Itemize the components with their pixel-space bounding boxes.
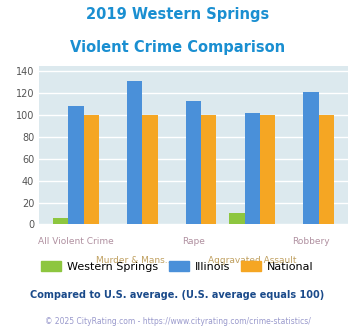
Text: Robbery: Robbery: [292, 237, 330, 246]
Bar: [186, 101, 201, 224]
Bar: [229, 214, 245, 224]
Bar: [142, 115, 158, 224]
Text: All Violent Crime: All Violent Crime: [38, 237, 114, 246]
Bar: [318, 115, 334, 224]
Bar: [303, 92, 318, 224]
Bar: [69, 106, 84, 224]
Bar: [260, 115, 275, 224]
Text: Murder & Mans...: Murder & Mans...: [96, 256, 174, 265]
Bar: [127, 81, 142, 224]
Bar: [201, 115, 217, 224]
Bar: [53, 218, 69, 224]
Text: Compared to U.S. average. (U.S. average equals 100): Compared to U.S. average. (U.S. average …: [31, 290, 324, 300]
Text: Aggravated Assault: Aggravated Assault: [208, 256, 296, 265]
Text: Rape: Rape: [182, 237, 205, 246]
Legend: Western Springs, Illinois, National: Western Springs, Illinois, National: [37, 256, 318, 276]
Text: Violent Crime Comparison: Violent Crime Comparison: [70, 40, 285, 54]
Bar: [84, 115, 99, 224]
Text: 2019 Western Springs: 2019 Western Springs: [86, 7, 269, 21]
Text: © 2025 CityRating.com - https://www.cityrating.com/crime-statistics/: © 2025 CityRating.com - https://www.city…: [45, 317, 310, 326]
Bar: [245, 113, 260, 224]
